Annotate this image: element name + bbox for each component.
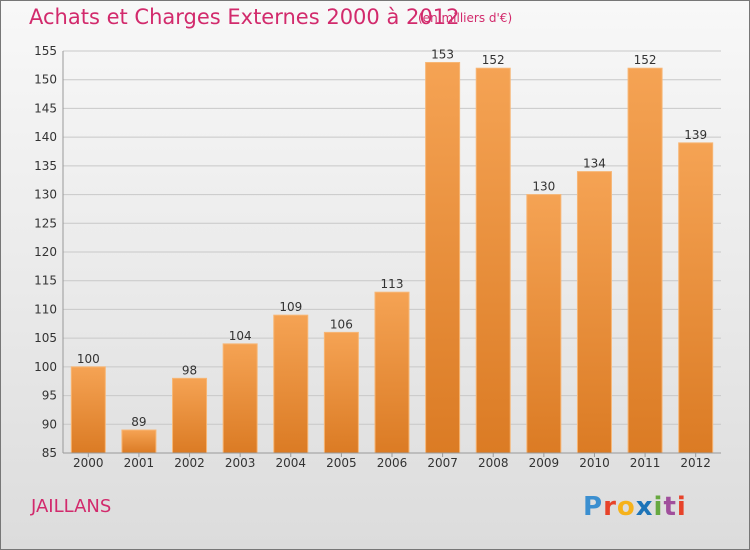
bar-value-label: 104 [229,329,252,343]
bar [475,67,511,454]
x-tick-label: 2002 [174,456,205,470]
bar-layer [70,61,714,454]
x-tick-label: 2001 [124,456,155,470]
y-tick-label: 120 [34,245,57,259]
bar [627,67,663,454]
chart-title: Achats et Charges Externes 2000 à 2012 [29,5,460,29]
y-tick-label: 155 [34,44,57,58]
y-tick-label: 145 [34,101,57,115]
bar-value-label: 130 [532,180,555,194]
bar-value-label: 98 [182,363,197,377]
bar [222,343,258,454]
x-tick-label: 2007 [427,456,458,470]
brand-logo: Proxiti [583,492,687,522]
y-tick-label: 95 [42,389,57,403]
bar-value-label: 152 [482,53,505,67]
bar-value-label: 152 [634,53,657,67]
axis-layer: 85 90 95 100 105 110 115 120 125 130 135 140 145 150 1… [34,44,721,470]
y-tick-label: 125 [34,216,57,230]
bar [172,377,208,454]
y-tick-label: 130 [34,188,57,202]
x-tick-label: 2008 [478,456,509,470]
bar-value-label: 139 [684,128,707,142]
x-tick-label: 2005 [326,456,357,470]
bar-value-label: 89 [131,415,146,429]
bar-value-label: 106 [330,317,353,331]
y-tick-label: 100 [34,360,57,374]
bar [323,331,359,454]
x-tick-label: 2012 [680,456,711,470]
bar-value-label: 113 [381,277,404,291]
bar [526,194,562,454]
town-name: JAILLANS [31,496,112,517]
y-tick-label: 115 [34,274,57,288]
y-tick-label: 90 [42,417,57,431]
bar [374,291,410,454]
y-tick-label: 150 [34,73,57,87]
y-tick-label: 85 [42,446,57,460]
y-tick-label: 135 [34,159,57,173]
bar-value-label: 134 [583,157,606,171]
x-tick-label: 2009 [529,456,560,470]
y-tick-label: 140 [34,130,57,144]
x-tick-label: 2006 [377,456,408,470]
bar [425,61,461,454]
bar [678,142,714,454]
bar [70,366,106,454]
bar [273,314,309,454]
y-tick-label: 105 [34,331,57,345]
bar [121,429,157,454]
bar [576,171,612,454]
x-tick-label: 2010 [579,456,610,470]
y-tick-label: 110 [34,302,57,316]
bar-value-label: 153 [431,47,454,61]
bar-value-label: 109 [279,300,302,314]
chart-subtitle: (en milliers d'€) [418,11,513,25]
bar-value-label: 100 [77,352,100,366]
x-tick-label: 2003 [225,456,256,470]
x-tick-label: 2000 [73,456,104,470]
x-tick-label: 2004 [275,456,306,470]
x-tick-label: 2011 [630,456,661,470]
